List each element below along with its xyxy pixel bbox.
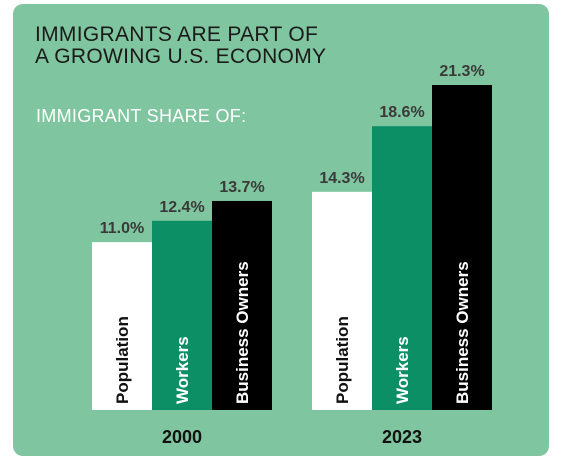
value-label-2023-business-owners: 21.3% xyxy=(439,63,484,80)
series-label-2000-workers: Workers xyxy=(173,336,192,404)
value-label-2000-workers: 12.4% xyxy=(159,199,204,216)
value-label-2000-business-owners: 13.7% xyxy=(219,179,264,196)
x-tick-label-2023: 2023 xyxy=(382,427,422,447)
series-label-2023-population: Population xyxy=(333,316,352,404)
series-label-2023-business-owners: Business Owners xyxy=(453,261,472,404)
chart-title-line-1: IMMIGRANTS ARE PART OF xyxy=(35,23,319,46)
series-label-2023-workers: Workers xyxy=(393,336,412,404)
chart-title-line-2: A GROWING U.S. ECONOMY xyxy=(35,45,327,68)
chart-subtitle: IMMIGRANT SHARE OF: xyxy=(36,106,247,126)
bar-2000-business-owners xyxy=(212,200,272,410)
value-label-2023-population: 14.3% xyxy=(319,170,364,187)
series-label-2000-population: Population xyxy=(113,316,132,404)
x-tick-label-2000: 2000 xyxy=(162,427,202,447)
series-label-2000-business-owners: Business Owners xyxy=(233,261,252,404)
bar-2023-population xyxy=(312,191,372,410)
bar-2023-workers xyxy=(372,126,432,411)
value-label-2000-population: 11.0% xyxy=(100,220,144,237)
bar-2000-workers xyxy=(152,220,212,410)
value-label-2023-workers: 18.6% xyxy=(379,104,424,121)
bar-2023-business-owners xyxy=(432,85,492,410)
bar-2000-population xyxy=(92,242,152,410)
